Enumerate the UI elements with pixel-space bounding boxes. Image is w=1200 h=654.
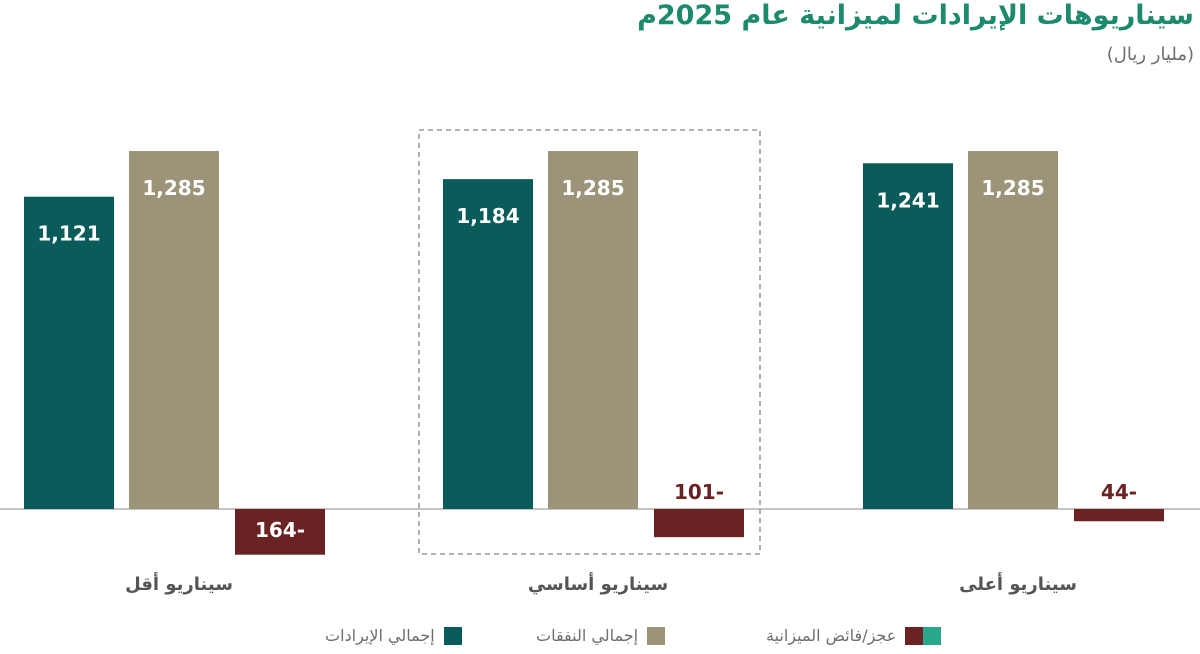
category-label-1: سيناريو أساسي bbox=[528, 572, 668, 595]
value-label-revenue-1: 1,184 bbox=[456, 204, 519, 228]
legend-swatch-deficit bbox=[905, 626, 924, 645]
bar-expenses-2 bbox=[968, 151, 1058, 509]
legend-item-expenses: إجمالي النفقات bbox=[536, 626, 666, 645]
value-label-expenses-0: 1,285 bbox=[142, 176, 205, 200]
bar-balance-2 bbox=[1074, 509, 1164, 522]
value-label-expenses-2: 1,285 bbox=[981, 176, 1044, 200]
legend-label-balance: عجز/فائض الميزانية bbox=[766, 626, 897, 645]
legend-swatch-revenue bbox=[443, 626, 462, 645]
highlight-box bbox=[418, 129, 761, 555]
category-label-2: سيناريو أعلى bbox=[959, 572, 1077, 595]
value-label-balance-1: 101- bbox=[674, 480, 724, 504]
bar-revenue-2 bbox=[863, 163, 953, 509]
legend-swatch-surplus bbox=[923, 626, 942, 645]
bar-revenue-0 bbox=[24, 196, 114, 509]
value-label-revenue-2: 1,241 bbox=[876, 188, 939, 212]
legend-label-expenses: إجمالي النفقات bbox=[536, 626, 639, 645]
bar-balance-1 bbox=[654, 509, 744, 538]
bar-revenue-1 bbox=[443, 179, 533, 509]
bar-chart: 1,121 1,184 1,241 1,285 1,285 1,285 164- 101- 44… bbox=[0, 129, 1200, 595]
chart-subtitle: (مليار ريال) bbox=[1106, 44, 1194, 65]
legend-item-revenue: إجمالي الإيرادات bbox=[325, 626, 462, 645]
legend-item-balance: عجز/فائض الميزانية bbox=[766, 626, 942, 645]
chart-title: سيناريوهات الإيرادات لميزانية عام 2025م bbox=[637, 0, 1194, 31]
value-label-revenue-0: 1,121 bbox=[37, 222, 100, 246]
bar-expenses-1 bbox=[548, 151, 638, 509]
legend-swatch-expenses bbox=[647, 626, 666, 645]
legend: إجمالي الإيرادات إجمالي النفقات عجز/فائض… bbox=[0, 626, 1200, 652]
legend-label-revenue: إجمالي الإيرادات bbox=[325, 626, 435, 645]
bar-expenses-0 bbox=[129, 151, 219, 509]
value-label-balance-2: 44- bbox=[1101, 480, 1137, 504]
value-label-expenses-1: 1,285 bbox=[561, 176, 624, 200]
category-label-0: سيناريو أقل bbox=[125, 572, 233, 595]
bar-balance-0 bbox=[235, 509, 325, 555]
value-label-balance-0: 164- bbox=[255, 518, 305, 542]
